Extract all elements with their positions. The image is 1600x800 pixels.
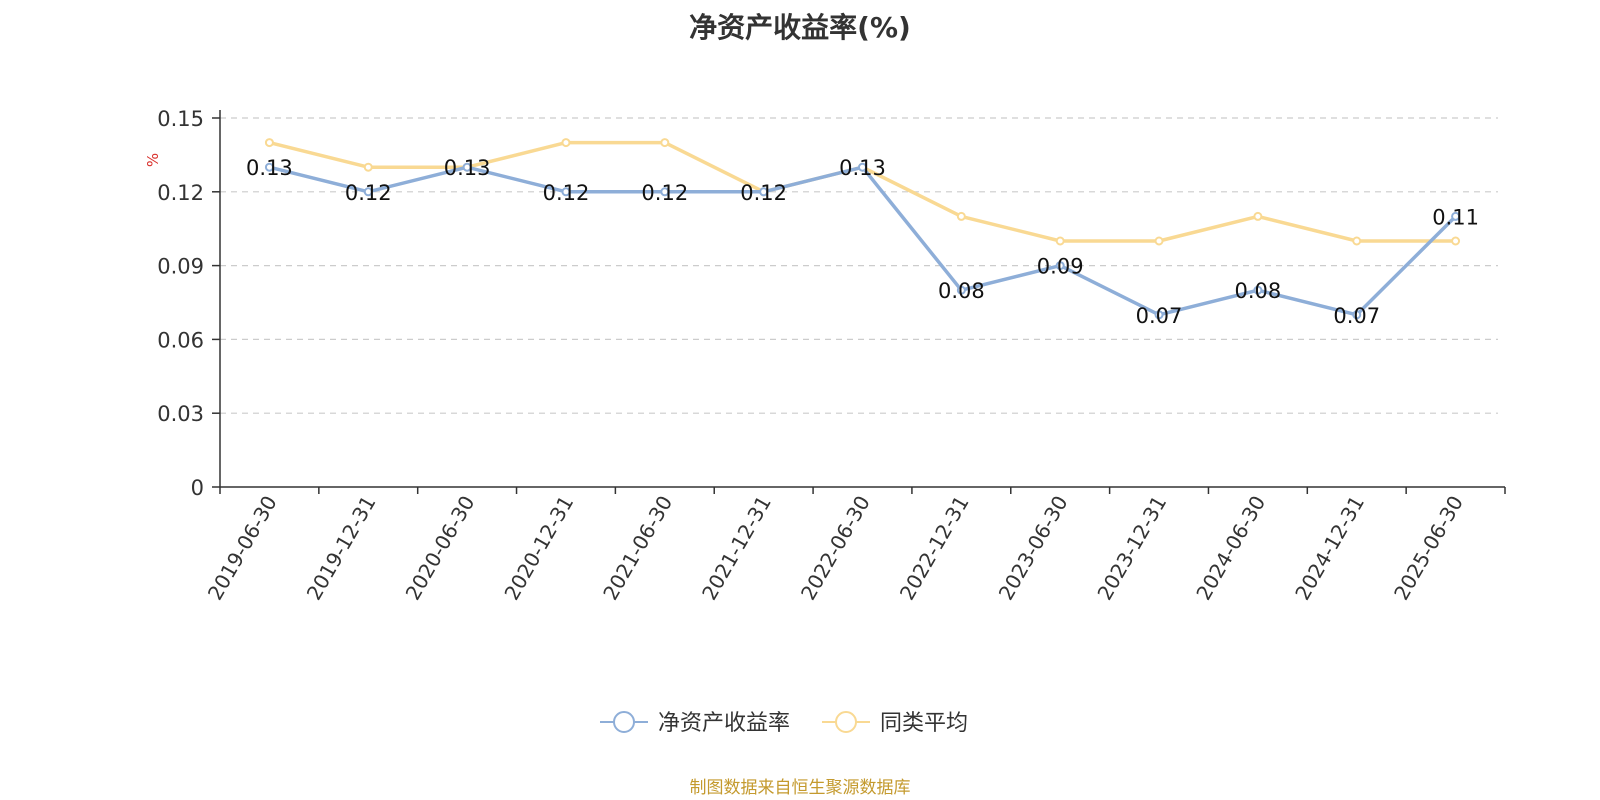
series-point-1[interactable] <box>561 138 571 148</box>
series-point-0[interactable] <box>462 162 472 172</box>
x-tick-label: 2020-12-31 <box>499 492 578 605</box>
x-tick-label: 2023-12-31 <box>1092 492 1171 605</box>
x-tick-label: 2019-12-31 <box>302 492 381 605</box>
series-point-0[interactable] <box>1055 261 1065 271</box>
x-tick-label: 2019-06-30 <box>203 492 282 605</box>
series-point-0[interactable] <box>759 187 769 197</box>
data-label: 0.13 <box>246 156 293 180</box>
data-label: 0.07 <box>1333 304 1380 328</box>
data-label: 0.12 <box>641 181 688 205</box>
series-point-0[interactable] <box>660 187 670 197</box>
x-tick-label: 2022-06-30 <box>796 492 875 605</box>
data-label: 0.09 <box>1037 255 1084 279</box>
series-point-0[interactable] <box>1253 285 1263 295</box>
series-point-0[interactable] <box>858 162 867 172</box>
data-label: 0.07 <box>1136 304 1183 328</box>
data-label: 0.11 <box>1432 205 1479 229</box>
series-point-0[interactable] <box>363 187 373 197</box>
y-tick-label: 0.06 <box>157 328 204 352</box>
data-labels: 0.13 0.12 0.13 0.12 0.12 0.12 0.13 0.08 0.09 0.07… <box>246 156 1479 328</box>
series-point-0[interactable] <box>1352 310 1362 320</box>
series-point-0[interactable] <box>561 187 571 197</box>
series-point-1[interactable] <box>660 138 670 148</box>
x-tick-label: 2023-06-30 <box>994 492 1073 605</box>
x-tick-label: 2024-12-31 <box>1290 492 1369 605</box>
legend[interactable]: 净资产收益率 同类平均 <box>600 711 968 736</box>
data-label: 0.13 <box>839 156 886 180</box>
data-label: 0.13 <box>444 156 491 180</box>
legend-label: 同类平均 <box>880 711 968 736</box>
x-tick-label: 2025-06-30 <box>1389 492 1468 605</box>
y-tick-label: 0.09 <box>157 255 204 279</box>
legend-marker <box>613 711 635 733</box>
y-tick-label: 0 <box>191 476 204 500</box>
series-point-1[interactable] <box>363 162 373 172</box>
series-point-0[interactable] <box>1154 310 1164 320</box>
data-source-note: 制图数据来自恒生聚源数据库 <box>689 778 911 798</box>
series-point-0[interactable] <box>1451 211 1461 221</box>
x-tick-label: 2020-06-30 <box>401 491 480 604</box>
series-point-1[interactable] <box>1352 236 1362 246</box>
legend-marker <box>835 711 857 733</box>
data-label: 0.12 <box>345 181 392 205</box>
legend-label: 净资产收益率 <box>658 711 790 736</box>
series-point-1[interactable] <box>1154 236 1164 246</box>
y-axis-unit-label: % <box>144 153 162 167</box>
data-label: 0.12 <box>543 181 590 205</box>
series-lines <box>264 138 1461 320</box>
data-label: 0.08 <box>1235 279 1282 303</box>
series-point-1[interactable] <box>1451 236 1461 246</box>
data-label: 0.12 <box>740 181 787 205</box>
series-point-0[interactable] <box>956 285 966 295</box>
y-tick-label: 0.15 <box>157 107 204 131</box>
x-tick-label: 2024-06-30 <box>1191 492 1270 605</box>
y-tick-label: 0.12 <box>157 181 204 205</box>
series-point-1[interactable] <box>956 211 966 221</box>
series-point-1[interactable] <box>1253 211 1263 221</box>
x-tick-label: 2021-06-30 <box>598 492 677 605</box>
data-label: 0.08 <box>938 279 985 303</box>
series-point-0[interactable] <box>264 162 274 172</box>
chart-title: 净资产收益率(%) <box>689 11 911 44</box>
legend-item-1[interactable]: 同类平均 <box>822 711 968 736</box>
series-point-1[interactable] <box>264 138 274 148</box>
series-point-1[interactable] <box>1055 236 1065 246</box>
y-tick-label: 0.03 <box>157 402 204 426</box>
x-tick-label: 2021-12-31 <box>697 492 776 605</box>
legend-item-0[interactable]: 净资产收益率 <box>600 711 790 736</box>
grid-lines <box>220 117 1498 414</box>
x-tick-label: 2022-12-31 <box>895 492 974 605</box>
